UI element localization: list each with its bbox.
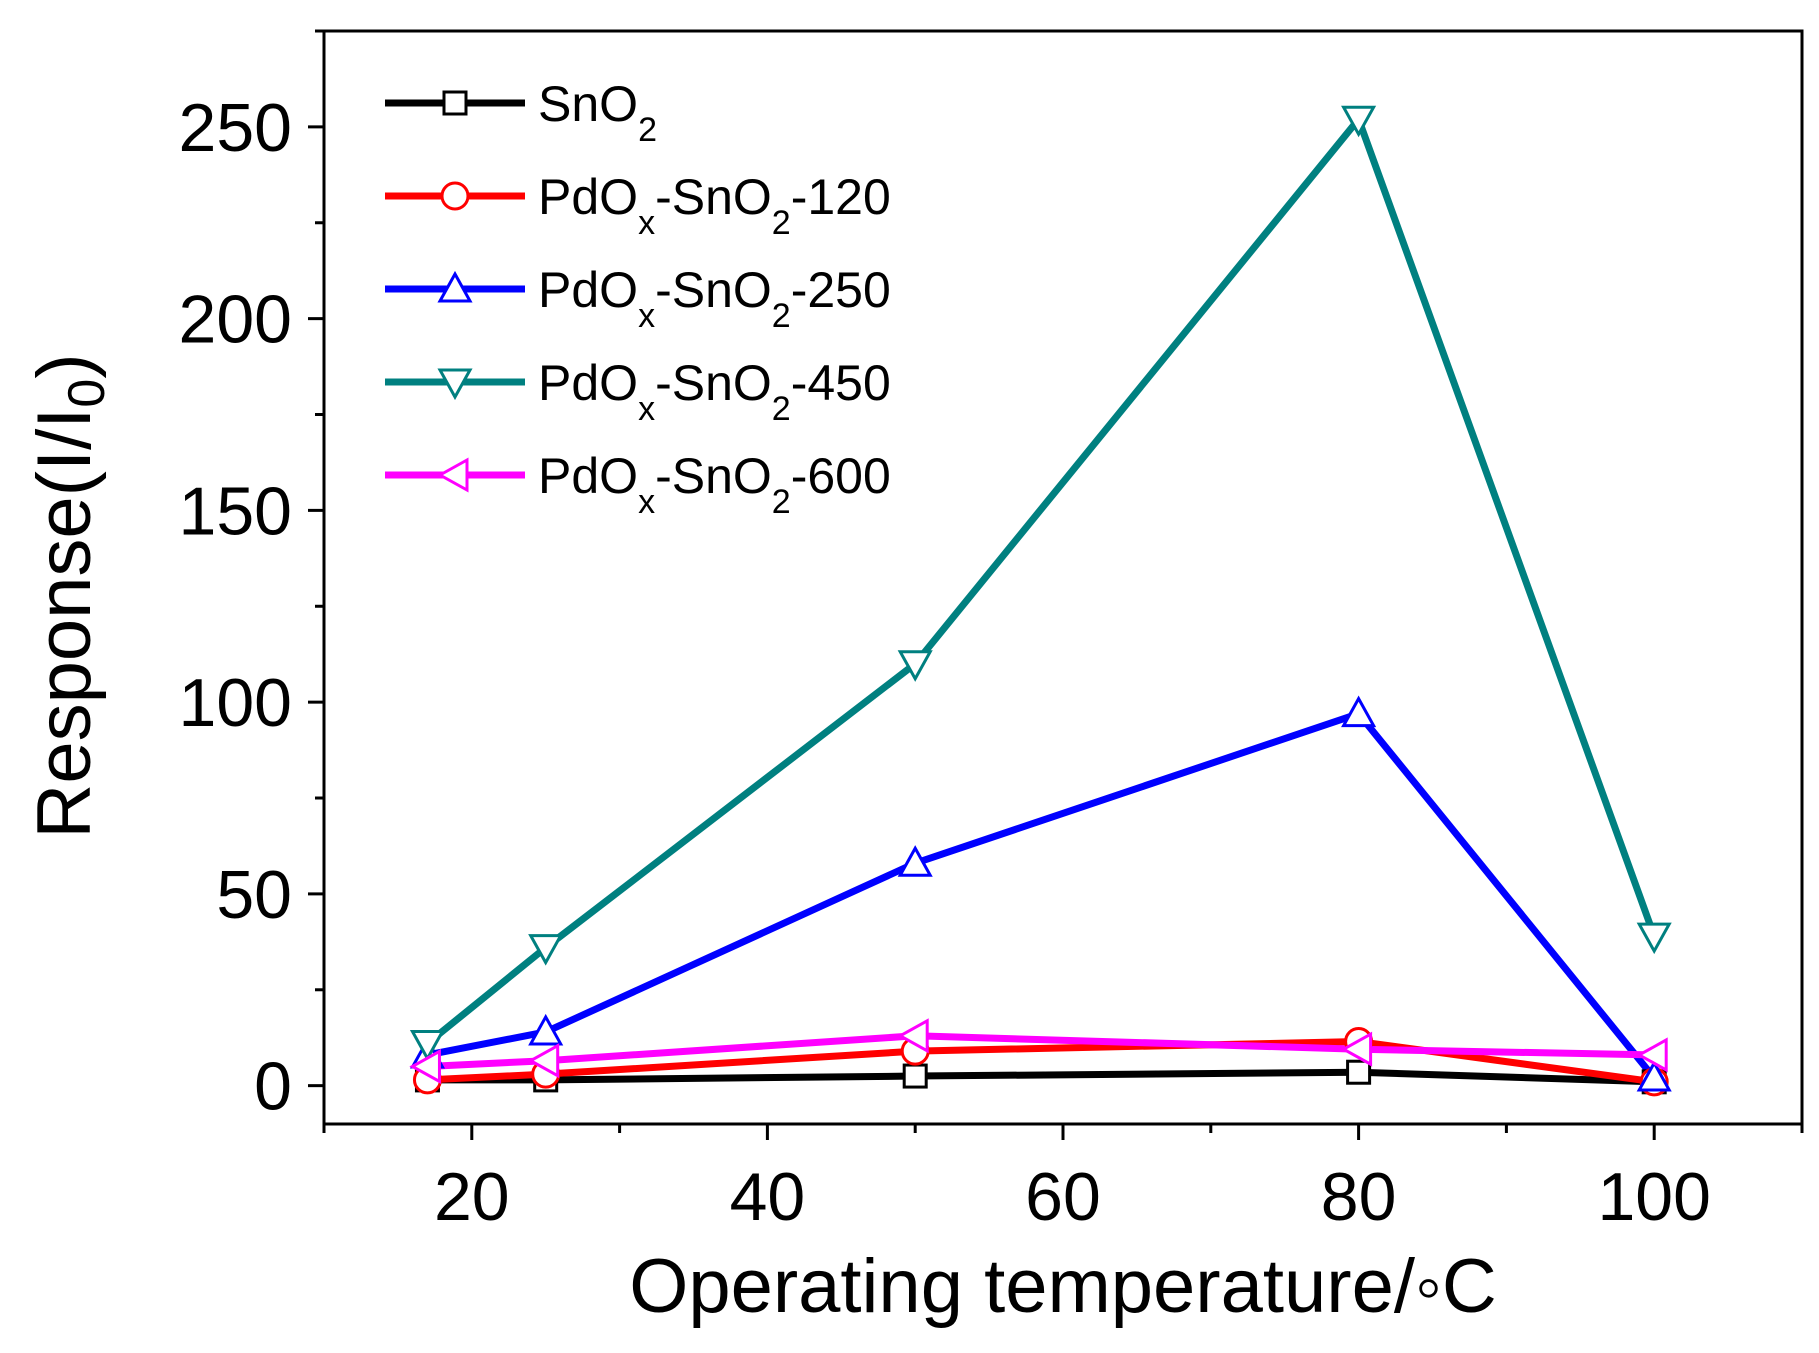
data-point-s0-p3 (1346, 1059, 1372, 1085)
y-tick-label: 100 (179, 665, 292, 741)
y-tick-label: 50 (216, 857, 292, 933)
data-point-s4-p1 (527, 1043, 560, 1079)
data-point-s0-p2 (902, 1063, 928, 1089)
x-tick-label: 20 (434, 1159, 510, 1235)
y-axis-title: Response(I/I0) (22, 353, 116, 838)
data-point-s2-p1 (528, 1013, 564, 1046)
data-point-s3-p3 (1341, 105, 1377, 138)
legend-marker-4 (436, 457, 469, 493)
legend-marker-2 (437, 270, 473, 303)
x-tick-label: 40 (730, 1159, 806, 1235)
y-axis-title-sub: 0 (58, 379, 116, 408)
x-tick-label: 80 (1321, 1159, 1397, 1235)
x-axis-title: Operating temperature/◦C (629, 1244, 1497, 1329)
data-point-s3-p2 (897, 650, 933, 682)
y-tick-label: 250 (179, 90, 292, 166)
legend-label-2: PdOx-SnO2-250 (538, 262, 891, 335)
y-axis-title-main: Response(I/I (22, 408, 107, 839)
legend: SnO2 PdOx-SnO2-120 PdOx-SnO2-250 PdOx-SnO2-… (385, 76, 891, 521)
data-point-s4-p2 (897, 1018, 929, 1054)
data-point-s3-p4 (1636, 922, 1672, 955)
legend-label-3: PdOx-SnO2-450 (538, 355, 891, 428)
legend-marker-1 (440, 181, 470, 211)
y-axis-title-close: ) (22, 353, 107, 378)
x-tick-label: 60 (1025, 1159, 1101, 1235)
data-point-s2-p3 (1341, 695, 1377, 728)
data-point-s3-p0 (409, 1029, 446, 1062)
y-tick-label: 0 (254, 1049, 292, 1125)
legend-marker-0 (442, 90, 468, 116)
legend-label-0: SnO2 (538, 76, 657, 149)
data-point-s4-p0 (409, 1048, 441, 1085)
x-tick-label: 100 (1597, 1159, 1710, 1235)
data-point-s4-p4 (1636, 1037, 1668, 1073)
y-tick-label: 150 (179, 473, 292, 549)
data-point-s2-p4 (1636, 1059, 1672, 1092)
data-point-s3-p1 (528, 934, 564, 966)
legend-label-1: PdOx-SnO2-120 (538, 169, 891, 242)
series-layer (409, 105, 1672, 1097)
data-point-s2-p2 (897, 845, 933, 877)
legend-marker-3 (437, 368, 473, 401)
tick-layer: 20 40 60 80 100 0 50 100 150 200 250 (179, 29, 1804, 1235)
legend-label-4: PdOx-SnO2-600 (538, 448, 891, 521)
y-tick-label: 200 (179, 282, 292, 358)
data-point-s4-p3 (1340, 1031, 1373, 1067)
